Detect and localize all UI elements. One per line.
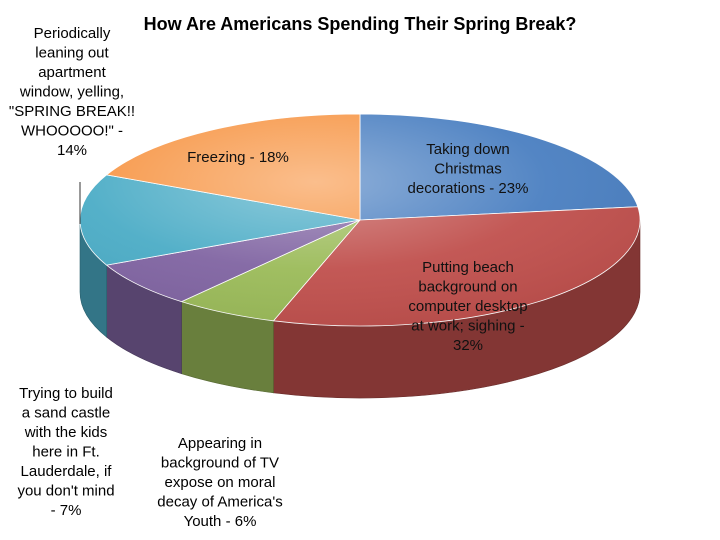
slice-label-line: Taking down (426, 141, 509, 158)
chart-title: How Are Americans Spending Their Spring … (144, 14, 577, 34)
slice-label-trying-to-build-a-sand-castle-wi: Trying to build a sand castle with the kid… (17, 385, 114, 519)
slice-label-periodically-leaning-out-apartme: Periodically leaning out apartment window, … (9, 25, 135, 159)
slice-label-line: a sand castle (22, 405, 110, 422)
slice-labels: Taking down Christmas decorations - 23% Put… (9, 25, 529, 530)
slice-label-line: background on (418, 279, 517, 296)
slice-label-line: Freezing - 18% (187, 149, 289, 166)
slice-label-putting-beach-background-on-comp: Putting beach background on computer deskt… (408, 259, 527, 354)
slice-label-line: background of TV (161, 455, 279, 472)
slice-label-line: Lauderdale, if (21, 463, 113, 480)
slice-label-line: 14% (57, 142, 87, 159)
slice-label-line: window, yelling, (19, 84, 124, 101)
slice-label-line: with the kids (24, 424, 108, 441)
slice-label-line: WHOOOOO!" - (21, 123, 123, 140)
slice-label-line: decay of America's (157, 494, 282, 511)
slice-label-line: expose on moral (165, 474, 276, 491)
pie-slices (79, 113, 641, 327)
slice-label-line: "SPRING BREAK!! (9, 103, 135, 120)
slice-label-line: apartment (38, 64, 106, 81)
slice-label-line: Youth - 6% (184, 513, 257, 530)
slice-label-line: Trying to build (19, 385, 113, 402)
slice-label-line: 32% (453, 337, 483, 354)
slice-label-line: Appearing in (178, 435, 262, 452)
slice-label-line: Christmas (434, 161, 502, 178)
slice-label-line: Periodically (34, 25, 111, 42)
slice-label-taking-down-christmas-decoration: Taking down Christmas decorations - 23% (408, 141, 529, 197)
slice-label-appearing-in-background-of-tv-ex: Appearing in background of TV expose on mo… (157, 435, 282, 530)
slice-label-line: decorations - 23% (408, 180, 529, 197)
slice-label-line: here in Ft. (32, 444, 100, 461)
slice-label-line: you don't mind (17, 483, 114, 500)
slice-label-line: - 7% (51, 502, 82, 519)
slice-label-line: Putting beach (422, 259, 514, 276)
slice-label-freezing-18: Freezing - 18% (187, 149, 289, 166)
slice-label-line: leaning out (35, 45, 109, 62)
slice-label-line: at work; sighing - (411, 318, 524, 335)
slice-label-line: computer desktop (408, 298, 527, 315)
